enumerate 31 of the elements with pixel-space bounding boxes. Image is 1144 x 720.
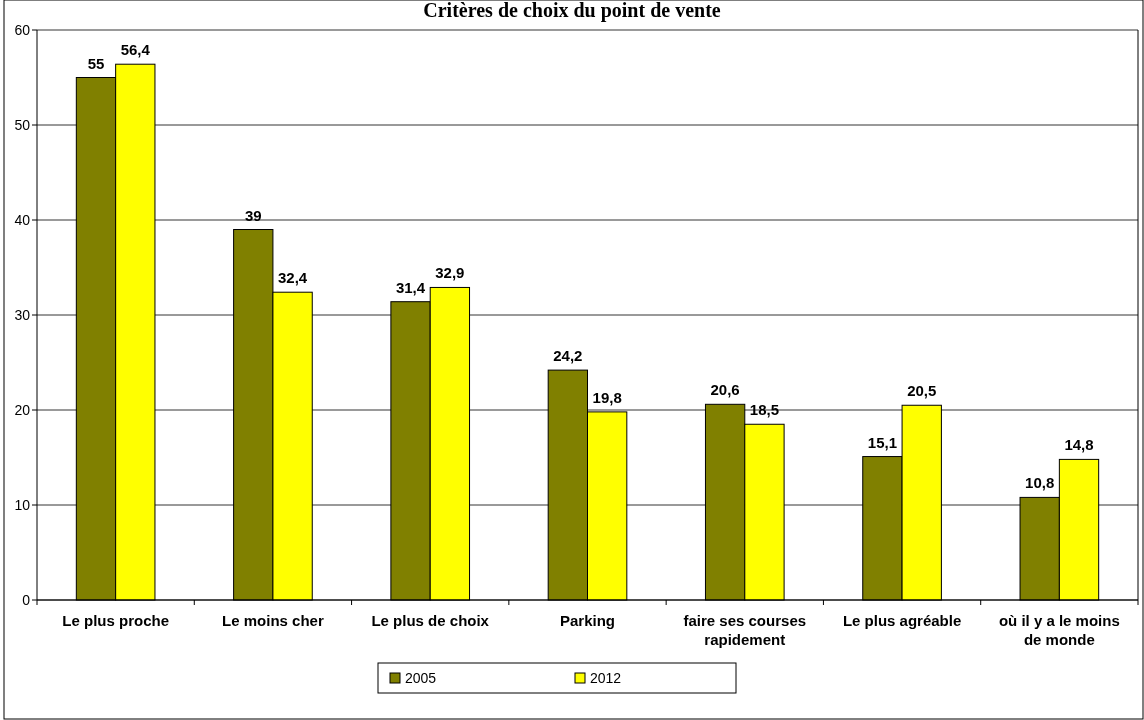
chart-title: Critères de choix du point de vente — [423, 0, 721, 22]
y-tick-label: 60 — [14, 22, 31, 38]
data-label: 10,8 — [1025, 474, 1055, 492]
x-tick-label: où il y a le moins de monde — [998, 612, 1120, 648]
data-label: 15,1 — [867, 433, 898, 451]
x-tick-label: Parking — [559, 612, 616, 629]
data-label: 39 — [244, 206, 262, 224]
x-tick-label: Le moins cher — [222, 612, 324, 629]
data-label: 32,9 — [435, 264, 465, 282]
data-label: 24,2 — [553, 347, 583, 365]
data-label: 31,4 — [395, 278, 426, 296]
legend-label: 2012 — [590, 670, 622, 686]
x-tick-label: Le plus proche — [62, 612, 169, 629]
x-tick-label: Le plus de choix — [371, 612, 490, 629]
legend-label: 2005 — [405, 670, 437, 686]
y-tick-label: 50 — [14, 117, 31, 133]
data-label: 20,5 — [907, 382, 937, 400]
y-tick-label: 0 — [22, 592, 31, 608]
y-tick-label: 20 — [14, 402, 31, 418]
data-label: 20,6 — [710, 381, 740, 399]
data-label: 19,8 — [592, 388, 622, 406]
y-tick-label: 10 — [14, 497, 31, 513]
data-label: 32,4 — [277, 269, 308, 287]
x-tick-label: Le plus agréable — [842, 612, 962, 629]
data-label: 55 — [87, 54, 105, 72]
data-label: 14,8 — [1064, 436, 1094, 454]
y-tick-label: 40 — [14, 212, 31, 228]
data-label: 56,4 — [120, 41, 151, 59]
y-tick-label: 30 — [14, 307, 31, 323]
x-tick-label: faire ses courses rapidement — [683, 612, 807, 648]
data-label: 18,5 — [749, 401, 780, 419]
